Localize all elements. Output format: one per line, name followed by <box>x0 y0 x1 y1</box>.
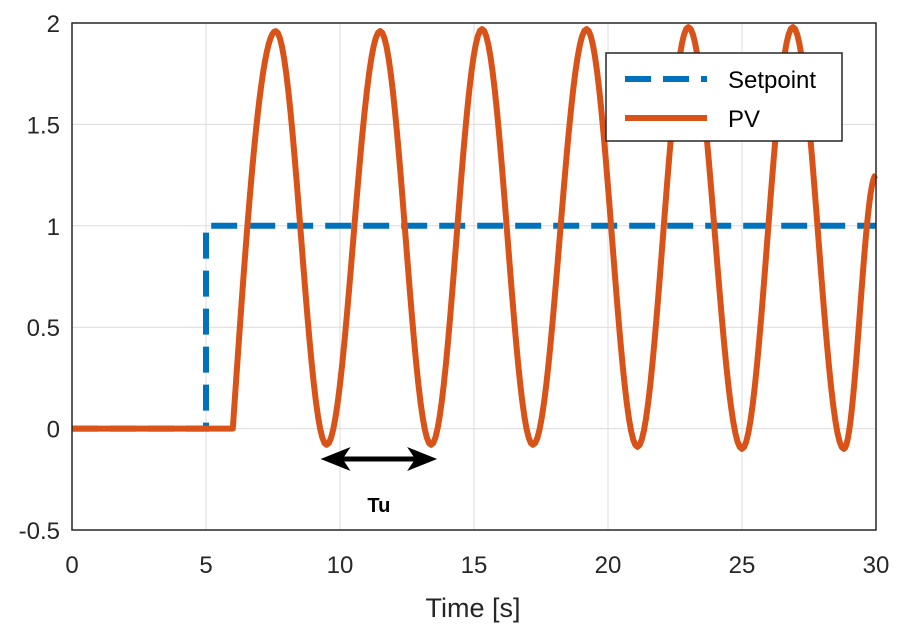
tu-label: Tu <box>367 495 390 517</box>
legend-label-setpoint: Setpoint <box>728 67 816 94</box>
tick-labels: 0 5 10 15 20 25 30-0.500.511.52 <box>19 11 890 579</box>
legend: Setpoint PV <box>605 52 843 142</box>
tu-arrow-head-right <box>407 447 438 472</box>
x-tick-label: 5 <box>199 552 212 579</box>
legend-box <box>605 52 843 142</box>
y-tick-label: 1 <box>47 214 60 241</box>
x-tick-label: 20 <box>595 552 622 579</box>
x-tick-label: 25 <box>729 552 756 579</box>
series-line-setpoint <box>72 222 876 432</box>
legend-label-pv: PV <box>728 106 760 133</box>
y-tick-label: 0.5 <box>27 315 60 342</box>
x-tick-label: 10 <box>327 552 354 579</box>
x-tick-label: 30 <box>863 552 890 579</box>
x-tick-label: 0 <box>65 552 78 579</box>
y-tick-label: -0.5 <box>19 518 60 545</box>
x-axis-title: Time [s] <box>425 593 520 623</box>
y-tick-label: 2 <box>47 11 60 38</box>
annotation-group: Tu <box>320 447 438 517</box>
x-tick-label: 15 <box>461 552 488 579</box>
plot-area-border <box>71 22 877 531</box>
y-tick-label: 0 <box>47 417 60 444</box>
y-tick-label: 1.5 <box>27 112 60 139</box>
tu-arrow-head-left <box>320 447 351 472</box>
